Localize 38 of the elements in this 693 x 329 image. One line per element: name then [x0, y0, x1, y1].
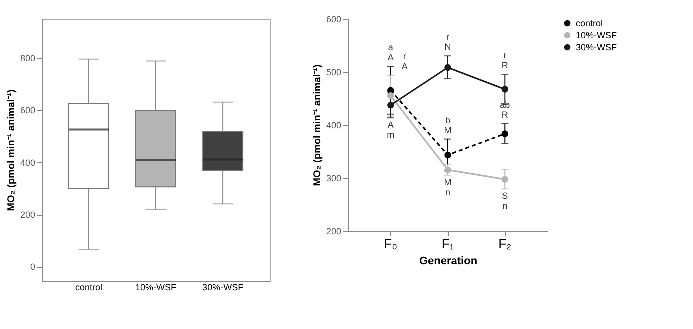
annotation: a A — [388, 42, 394, 63]
legend-label: control — [576, 18, 604, 28]
y-tick-label: 600 — [20, 106, 36, 116]
annotation: r A — [402, 52, 408, 72]
annotation: b M — [444, 115, 452, 136]
y-axis-title: MO₂ (pmol min⁻¹ animal⁻¹) — [6, 90, 18, 212]
point — [388, 102, 394, 109]
annotation: A m — [387, 120, 395, 140]
y-tick-label: 200 — [326, 226, 342, 236]
x-tick-label: control — [75, 282, 102, 292]
x-tick-label: F₂ — [498, 236, 512, 252]
y-tick-label: 300 — [326, 174, 342, 184]
x-tick-label: F₁ — [442, 236, 455, 252]
point — [444, 64, 452, 72]
x-tick-label: 30%-WSF — [202, 282, 244, 292]
annotation: S n — [502, 191, 508, 212]
point — [502, 176, 508, 183]
x-tick-label: F₀ — [384, 236, 398, 252]
annotation: M n — [444, 177, 452, 198]
y-tick-label: 800 — [20, 54, 36, 64]
point — [444, 166, 452, 174]
y-tick-label: 400 — [20, 158, 36, 168]
y-tick-label: 500 — [326, 68, 342, 78]
point — [502, 86, 508, 93]
x-axis-title: Generation — [419, 256, 478, 268]
y-axis-title: MO₂ (pmol min⁻¹ animal⁻¹) — [312, 64, 324, 186]
legend-label: 30%-WSF — [576, 42, 618, 52]
annotation: r N — [444, 32, 452, 52]
annotation: r R — [502, 50, 509, 71]
y-tick-label: 600 — [326, 14, 342, 24]
legend-label: 10%-WSF — [576, 30, 618, 40]
point — [444, 152, 452, 159]
x-tick-label: 10%-WSF — [135, 282, 177, 292]
point — [388, 92, 394, 100]
y-tick-label: 200 — [20, 210, 36, 220]
y-tick-label: 400 — [326, 120, 342, 130]
y-tick-label: 0 — [30, 262, 36, 272]
point — [502, 130, 508, 138]
